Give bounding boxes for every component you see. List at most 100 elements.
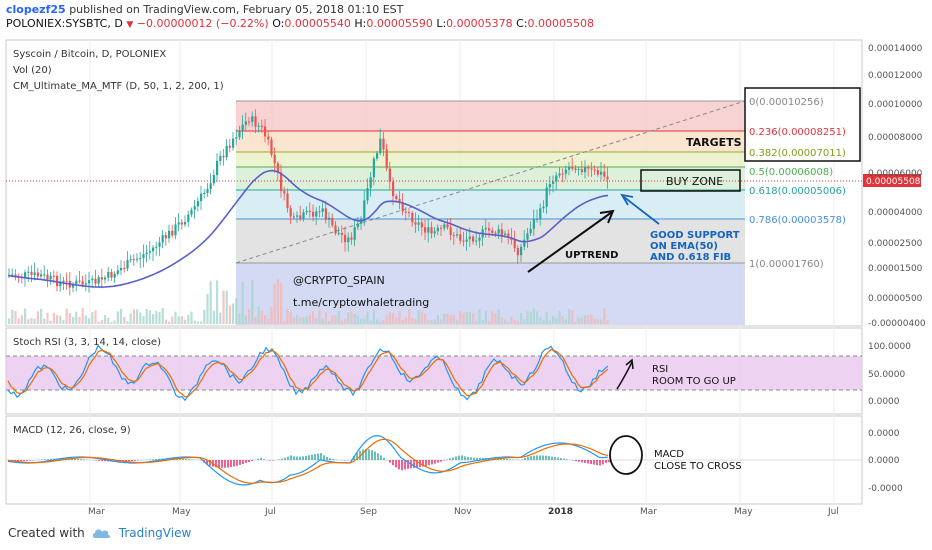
volume-bar xyxy=(347,312,350,324)
macd-hist-bar xyxy=(77,458,79,460)
volume-bar xyxy=(459,310,462,324)
volume-bar xyxy=(340,320,343,324)
candle-body xyxy=(500,229,503,235)
volume-bar xyxy=(241,282,244,324)
volume-bar xyxy=(289,312,292,324)
macd-hist-bar xyxy=(20,460,22,462)
macd-hist-bar xyxy=(455,456,457,460)
volume-bar xyxy=(484,310,487,324)
macd-hist-bar xyxy=(248,460,250,462)
candle-body xyxy=(91,278,94,281)
main-pane[interactable] xyxy=(5,39,863,327)
macd-hist-bar xyxy=(80,459,82,460)
macd-hist-bar xyxy=(44,459,46,460)
tradingview-brand-link[interactable]: TradingView xyxy=(118,526,192,540)
macd-hist-bar xyxy=(491,458,493,460)
close-label: C: xyxy=(516,17,528,30)
macd-hist-bar xyxy=(278,459,280,460)
macd-hist-bar xyxy=(104,460,106,462)
candle-body xyxy=(580,169,583,173)
candle-body xyxy=(136,258,139,260)
volume-bar xyxy=(180,316,183,324)
candle-body xyxy=(222,155,225,158)
macd-hist-bar xyxy=(482,457,484,460)
candle-body xyxy=(203,193,206,195)
telegram-link[interactable]: t.me/cryptowhaletrading xyxy=(293,296,429,309)
stoch-d-line[interactable] xyxy=(7,349,609,398)
author-link[interactable]: clopezf25 xyxy=(6,3,66,16)
volume-bar xyxy=(228,305,231,324)
published-text: published on TradingView.com, February 0… xyxy=(69,3,404,16)
macd-hist-bar xyxy=(440,460,442,462)
volume-bar xyxy=(532,308,535,324)
candle-body xyxy=(65,280,68,282)
price-axis[interactable]: 0.00014000 0.00012000 0.00010000 0.00008… xyxy=(868,44,926,329)
macd-line[interactable] xyxy=(7,434,609,486)
volume-bar xyxy=(561,316,564,324)
fib-retracement[interactable] xyxy=(235,100,746,325)
candle-body xyxy=(318,211,321,213)
macd-hist-bar xyxy=(26,460,28,461)
volume-bar xyxy=(494,313,497,324)
candle-body xyxy=(392,181,395,197)
volume-bar xyxy=(606,320,609,324)
volume-bar xyxy=(315,318,318,324)
buy-zone-box[interactable] xyxy=(640,169,741,192)
candle-body xyxy=(417,222,420,225)
macd-hist-bar xyxy=(422,460,424,467)
volume-bar xyxy=(107,317,110,324)
publish-header: clopezf25 published on TradingView.com, … xyxy=(6,3,403,16)
time-axis[interactable]: Mar May Jul Sep Nov 2018 Mar May Jul xyxy=(88,507,839,517)
candle-body xyxy=(449,227,452,236)
volume-bar xyxy=(27,319,30,324)
candle-body xyxy=(107,271,110,278)
candle-body xyxy=(267,136,270,140)
candle-body xyxy=(366,188,369,201)
candle-body xyxy=(126,260,129,269)
volume-bar xyxy=(401,319,404,324)
candle-body xyxy=(292,216,295,218)
candle-body xyxy=(43,274,46,276)
candle-body xyxy=(395,196,398,200)
uptrend-arrow-head-icon xyxy=(599,209,615,224)
volume-bar xyxy=(472,313,475,324)
macd-hist-bar xyxy=(545,455,547,460)
volume-bar xyxy=(577,317,580,324)
volume-bar xyxy=(56,315,59,324)
volume-bar xyxy=(481,320,484,324)
macd-hist-bar xyxy=(332,458,334,460)
ema50-line[interactable] xyxy=(7,169,609,288)
candle-body xyxy=(209,183,212,190)
volume-bar xyxy=(100,319,103,324)
macd-hist-bar xyxy=(380,455,382,460)
candle-body xyxy=(593,169,596,171)
candle-body xyxy=(129,259,132,261)
volume-bar xyxy=(449,314,452,324)
macd-note-2: CLOSE TO CROSS xyxy=(654,461,742,472)
volume-bar xyxy=(420,311,423,324)
macd-tick: 0.0000 xyxy=(868,456,900,466)
candlestick-series[interactable] xyxy=(8,109,609,296)
volume-bar xyxy=(497,309,500,324)
candle-body xyxy=(193,206,196,210)
ohlc-header: POLONIEX:SYSBTC, D ▼ −0.00000012 (−0.22%… xyxy=(6,17,594,30)
candle-body xyxy=(532,219,535,229)
volume-bar xyxy=(200,321,203,324)
candle-body xyxy=(328,217,331,220)
created-with-label: Created with xyxy=(8,526,85,540)
candle-body xyxy=(190,209,193,215)
macd-hist-bar xyxy=(311,454,313,460)
volume-bar xyxy=(318,309,321,324)
targets-box[interactable] xyxy=(744,87,861,162)
open-label: O: xyxy=(272,17,285,30)
current-price-tag xyxy=(863,174,921,187)
stoch-tick: 50.0000 xyxy=(868,370,905,380)
volume-bar xyxy=(440,319,443,324)
volume-legend: Vol (20) xyxy=(13,65,52,76)
volume-bar xyxy=(363,318,366,324)
macd-hist-bar xyxy=(206,460,208,465)
macd-signal-line[interactable] xyxy=(7,438,609,484)
volume-bar xyxy=(161,308,164,324)
support-arrow-head-icon xyxy=(620,193,634,206)
